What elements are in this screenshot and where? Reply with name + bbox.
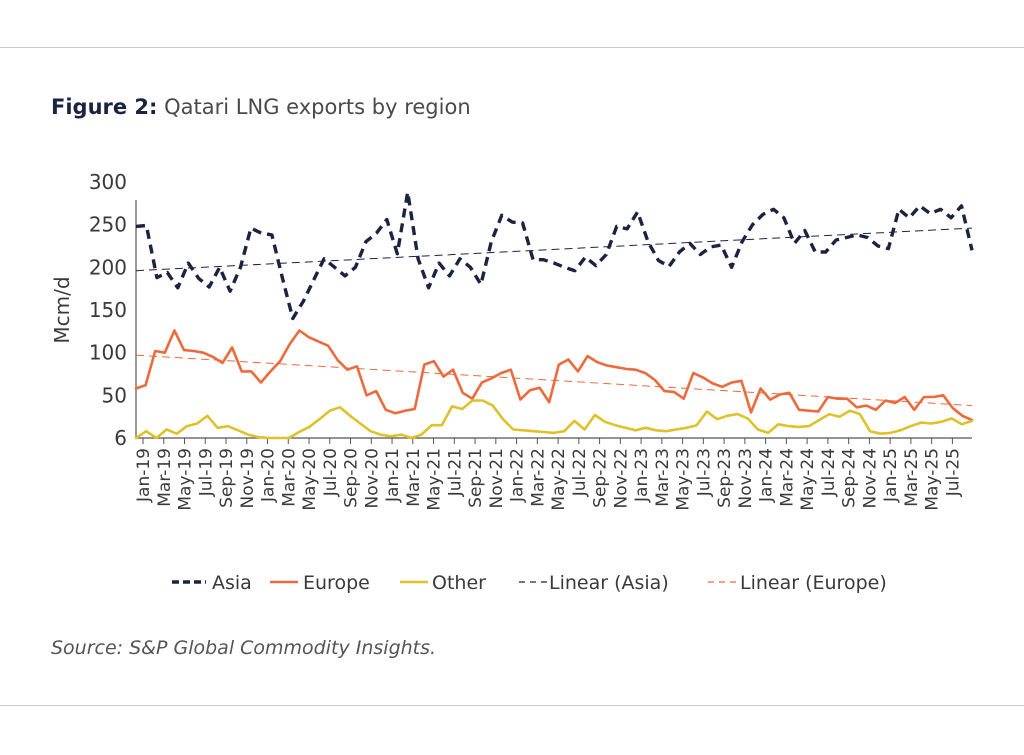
x-tick-label: Jan-22: [508, 448, 528, 503]
y-axis-title: Mcm/d: [50, 276, 74, 343]
x-tick-label: Sep-23: [715, 448, 735, 508]
x-tick-label: Mar-22: [528, 448, 548, 507]
x-tick-label: Jul-22: [570, 448, 590, 497]
series-line-linear-asia: [135, 227, 973, 272]
legend-label-asia: Asia: [212, 572, 252, 594]
x-tick-label: Jul-24: [819, 448, 839, 497]
x-tick-label: Jan-20: [259, 448, 279, 503]
source-note: Source: S&P Global Commodity Insights.: [51, 637, 437, 659]
y-tick-label: 100: [89, 341, 127, 365]
series-lines: [134, 190, 974, 440]
x-tick-label: May-21: [425, 448, 445, 511]
x-tick-label: Mar-23: [653, 448, 673, 507]
top-divider: [0, 47, 1024, 48]
x-tick-label: Nov-21: [487, 448, 507, 509]
x-tick-label: Jul-21: [445, 448, 465, 497]
x-tick-label: Sep-22: [591, 448, 611, 508]
x-tick-label: Mar-19: [155, 448, 175, 507]
x-tick-label: May-25: [923, 448, 943, 511]
x-tick-label: Nov-22: [611, 448, 631, 509]
y-tick-label: 300: [89, 170, 127, 194]
x-tick-label: May-24: [798, 448, 818, 511]
x-tick-label: Sep-20: [342, 448, 362, 508]
x-tick-label: Sep-19: [217, 448, 237, 508]
x-tick-label: May-23: [674, 448, 694, 511]
legend-label-other: Other: [432, 572, 486, 594]
y-tick-label: 150: [89, 298, 127, 322]
x-tick-label: Jul-25: [943, 448, 963, 497]
y-tick-label: 50: [102, 383, 127, 407]
x-tick-label: May-19: [176, 448, 196, 511]
x-tick-label: Jan-21: [383, 448, 403, 503]
x-tick-label: Jan-19: [134, 448, 154, 503]
x-tick-label: Mar-24: [777, 448, 797, 507]
figure-title-text: Qatari LNG exports by region: [164, 95, 471, 119]
legend-label-linear-europe: Linear (Europe): [740, 572, 887, 594]
x-tick-label: Mar-25: [902, 448, 922, 507]
x-tick-label: Sep-24: [840, 448, 860, 508]
x-tick-label: Jul-23: [694, 448, 714, 497]
figure-label: Figure 2:: [51, 95, 158, 119]
x-tick-label: Jan-24: [757, 448, 777, 503]
x-tick-label: Nov-20: [362, 448, 382, 509]
y-tick-label: 200: [89, 255, 127, 279]
x-tick-label: Sep-21: [466, 448, 486, 508]
y-axis: 6 50 100 150 200 250 300 Mcm/d: [50, 170, 137, 450]
series-line-europe: [134, 329, 974, 422]
x-axis: Jan-19 Mar-19 May-19 Jul-19 Sep-19 Nov-19 Jan-…: [134, 437, 972, 511]
figure-title: Figure 2: Qatari LNG exports by region: [51, 93, 471, 121]
x-tick-label: Mar-21: [404, 448, 424, 507]
x-tick-label: Mar-20: [279, 448, 299, 507]
y-tick-label: 250: [89, 213, 127, 237]
x-tick-label: Jan-25: [881, 448, 901, 503]
y-tick-label: 6: [114, 426, 127, 450]
x-tick-label: May-20: [300, 448, 320, 511]
legend-label-europe: Europe: [303, 572, 370, 594]
bottom-divider: [0, 705, 1024, 706]
x-tick-label: Nov-23: [736, 448, 756, 509]
series-line-other: [134, 399, 974, 440]
legend-label-linear-asia: Linear (Asia): [549, 572, 669, 594]
x-tick-label: Jul-19: [196, 448, 216, 497]
x-tick-label: Nov-19: [238, 448, 258, 509]
x-tick-label: Jul-20: [321, 448, 341, 497]
series-line-asia: [135, 190, 974, 321]
x-tick-label: Nov-24: [860, 448, 880, 509]
x-tick-label: Jan-23: [632, 448, 652, 503]
chart-legend: Asia Europe Other Linear (Asia) Linear (Euro…: [172, 572, 887, 594]
x-tick-label: May-22: [549, 448, 569, 511]
